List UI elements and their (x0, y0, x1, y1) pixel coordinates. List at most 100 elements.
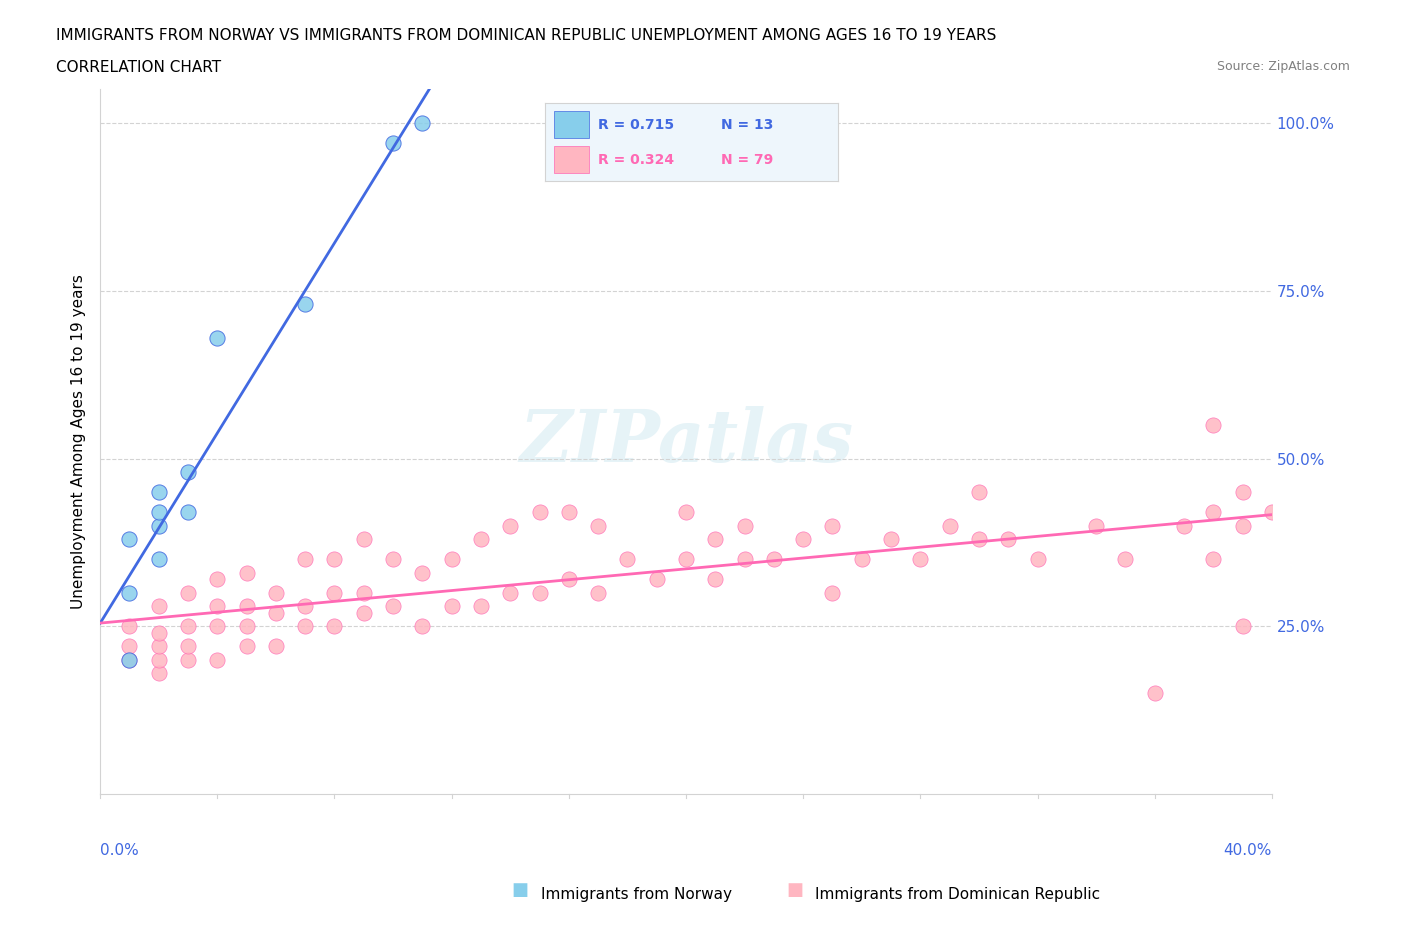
Point (382, 599, 405, 614)
Point (207, 653, 229, 668)
Point (323, 551, 346, 566)
Text: IMMIGRANTS FROM NORWAY VS IMMIGRANTS FROM DOMINICAN REPUBLIC UNEMPLOYMENT AMONG : IMMIGRANTS FROM NORWAY VS IMMIGRANTS FRO… (56, 28, 997, 43)
Point (499, 518, 522, 533)
Point (235, 639, 257, 654)
Point (177, 585, 200, 600)
Point (148, 485, 170, 499)
Point (1173, 518, 1195, 533)
Point (440, 599, 463, 614)
Point (148, 639, 170, 654)
Point (118, 585, 141, 600)
Text: ■: ■ (786, 881, 803, 898)
Text: Immigrants from Dominican Republic: Immigrants from Dominican Republic (815, 887, 1101, 902)
Point (470, 599, 492, 614)
Point (382, 136, 405, 151)
Point (235, 599, 257, 614)
Point (851, 551, 873, 566)
Point (177, 464, 200, 479)
Text: CORRELATION CHART: CORRELATION CHART (56, 60, 221, 75)
Point (148, 518, 170, 533)
Point (353, 605, 375, 620)
Point (382, 551, 405, 566)
Point (148, 505, 170, 520)
Point (294, 551, 316, 566)
Point (294, 618, 316, 633)
Point (323, 585, 346, 600)
Point (529, 585, 551, 600)
Point (1114, 551, 1136, 566)
Point (880, 532, 903, 547)
Point (967, 485, 990, 499)
Y-axis label: Unemployment Among Ages 16 to 19 years: Unemployment Among Ages 16 to 19 years (72, 274, 86, 609)
Point (118, 639, 141, 654)
Point (1202, 551, 1225, 566)
Point (586, 518, 609, 533)
Point (1026, 551, 1049, 566)
Point (118, 653, 141, 668)
Point (1261, 505, 1284, 520)
Point (704, 532, 727, 547)
Point (762, 551, 785, 566)
Point (118, 618, 141, 633)
Point (734, 518, 756, 533)
Point (1202, 418, 1225, 432)
Text: 0.0%: 0.0% (100, 844, 139, 858)
Point (997, 532, 1019, 547)
Point (645, 572, 668, 587)
Point (235, 618, 257, 633)
Point (235, 565, 257, 580)
Point (323, 618, 346, 633)
Point (207, 330, 229, 345)
Point (177, 639, 200, 654)
Point (1143, 686, 1166, 701)
Point (470, 532, 492, 547)
Point (177, 505, 200, 520)
Point (294, 297, 316, 312)
Point (499, 585, 522, 600)
Point (207, 618, 229, 633)
Point (353, 532, 375, 547)
Point (177, 653, 200, 668)
Point (558, 572, 581, 587)
Point (118, 653, 141, 668)
Point (1202, 505, 1225, 520)
Point (411, 565, 433, 580)
Point (440, 551, 463, 566)
Text: Immigrants from Norway: Immigrants from Norway (541, 887, 733, 902)
Point (294, 599, 316, 614)
Point (821, 585, 844, 600)
Point (910, 551, 932, 566)
Point (148, 666, 170, 681)
Point (148, 626, 170, 641)
Point (207, 572, 229, 587)
Point (1085, 518, 1108, 533)
Point (529, 505, 551, 520)
Point (148, 551, 170, 566)
Point (675, 505, 697, 520)
Point (675, 551, 697, 566)
Point (1232, 518, 1254, 533)
Point (1232, 485, 1254, 499)
Point (734, 551, 756, 566)
Point (353, 585, 375, 600)
Point (704, 572, 727, 587)
Text: ZIPatlas: ZIPatlas (519, 406, 853, 477)
Point (967, 532, 990, 547)
Point (148, 599, 170, 614)
Point (411, 618, 433, 633)
Point (821, 518, 844, 533)
Point (264, 585, 287, 600)
Text: Source: ZipAtlas.com: Source: ZipAtlas.com (1216, 60, 1350, 73)
Point (586, 585, 609, 600)
Point (177, 618, 200, 633)
Point (264, 605, 287, 620)
Point (1232, 618, 1254, 633)
Point (792, 532, 814, 547)
Point (411, 115, 433, 130)
Point (118, 532, 141, 547)
Point (264, 639, 287, 654)
Point (558, 505, 581, 520)
Text: 40.0%: 40.0% (1223, 844, 1272, 858)
Point (207, 599, 229, 614)
Point (148, 653, 170, 668)
